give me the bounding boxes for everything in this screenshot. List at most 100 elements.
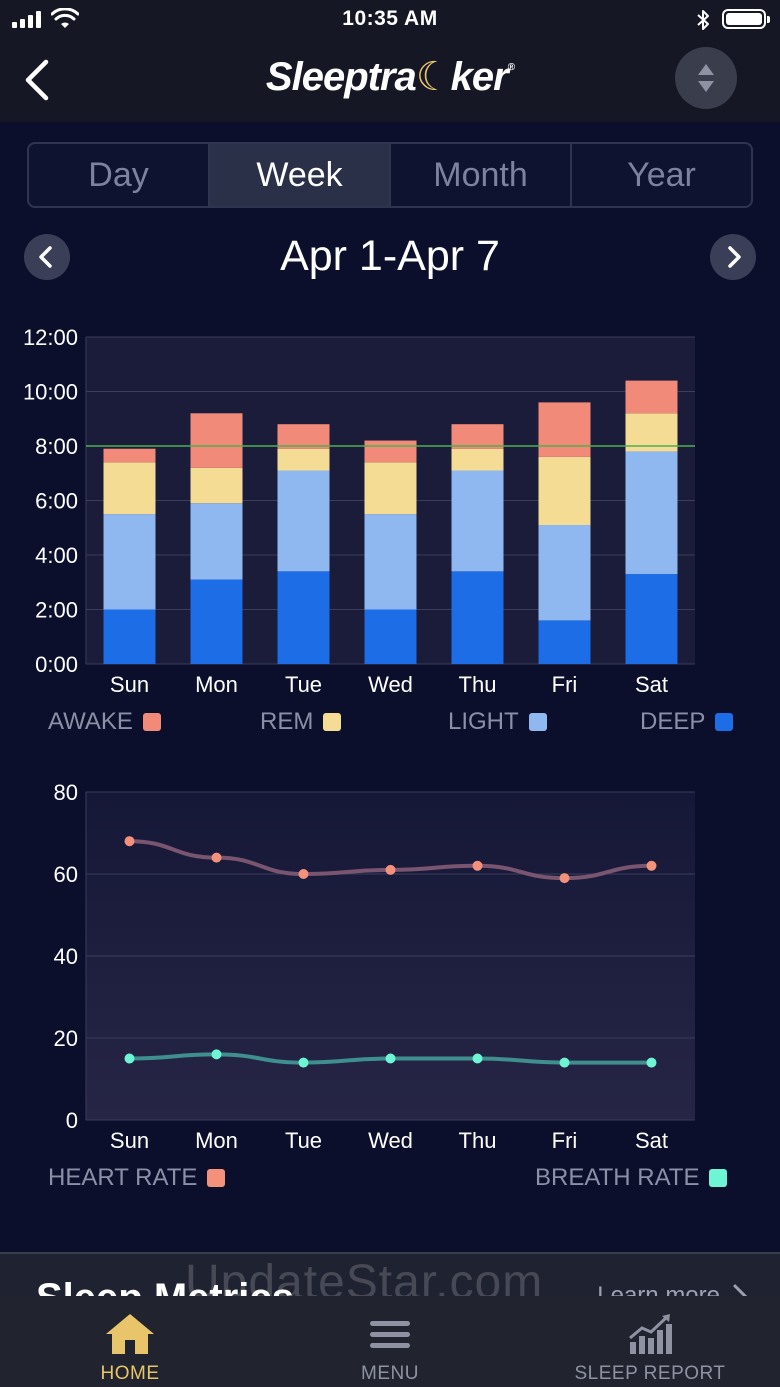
x-tick-label: Sat [635,672,668,697]
chevron-left-icon [25,59,49,101]
status-bar: 10:35 AM [0,0,780,40]
x-tick-label: Mon [195,1128,238,1153]
bar-rem [190,467,243,504]
bluetooth-icon [697,10,709,30]
bar-light [451,470,504,572]
bar-deep [625,574,678,664]
x-tick-label: Sat [635,1128,668,1153]
legend-heart-rate: HEART RATE [48,1164,226,1192]
breath-rate-point [298,1057,309,1068]
breath-rate-point [646,1057,657,1068]
home-icon [106,1314,154,1354]
y-tick-label: 12:00 [23,325,78,350]
legend-breath-rate: BREATH RATE [535,1164,728,1192]
tab-menu[interactable]: MENU [290,1296,490,1387]
heart-rate-point [211,852,222,863]
chevron-left-icon [39,246,52,268]
y-tick-label: 60 [54,862,78,887]
x-tick-label: Wed [368,672,413,697]
heart-rate-point [646,860,657,871]
bar-awake [451,424,504,449]
y-tick-label: 2:00 [35,598,78,623]
status-time: 10:35 AM [342,7,438,30]
bar-awake [190,413,243,468]
sleep-stages-chart: 0:00 2:00 4:00 6:00 8:00 10:00 12:00 Sun Mon Tue W… [23,325,695,697]
bar-awake [538,402,591,457]
heart-breath-rate-chart: 0 20 40 60 80 Sun Mon Tue Wed Thu Fri Sat [54,780,695,1153]
bar-deep [103,609,156,664]
x-tick-label: Mon [195,672,238,697]
tab-day[interactable]: Day [29,144,210,206]
bar-awake [364,440,417,463]
y-tick-label: 10:00 [23,380,78,405]
app-logo: Sleeptra☾ker® [265,55,515,99]
x-tick-label: Fri [552,672,578,697]
bar-rem [364,462,417,515]
bar-deep [277,571,330,664]
bar-light [103,514,156,610]
tab-month[interactable]: Month [391,144,572,206]
heart-rate-point [559,873,570,884]
breath-rate-point [559,1057,570,1068]
breath-rate-point [385,1053,396,1064]
sort-toggle-button[interactable] [675,47,737,109]
y-tick-label: 0:00 [35,652,78,677]
chevron-right-icon [728,246,741,268]
legend-deep: DEEP [640,708,734,736]
bar-light [364,514,417,610]
x-tick-label: Tue [285,672,322,697]
bar-deep [190,579,243,664]
y-tick-label: 8:00 [35,434,78,459]
tab-home[interactable]: HOME [30,1296,230,1387]
x-tick-label: Wed [368,1128,413,1153]
navigation-bar: Sleeptra☾ker® [0,40,780,122]
x-tick-label: Thu [459,672,497,697]
bar-light [277,470,330,572]
bar-deep [451,571,504,664]
y-tick-label: 6:00 [35,489,78,514]
cellular-signal-icon [12,11,42,28]
bar-rem [103,462,156,515]
date-range-title: Apr 1-Apr 7 [280,232,500,280]
chart-icon [629,1314,672,1354]
y-tick-label: 80 [54,780,78,805]
bar-awake [625,380,678,414]
breath-rate-point [124,1053,135,1064]
x-tick-label: Fri [552,1128,578,1153]
next-week-button[interactable] [710,234,756,280]
x-tick-label: Tue [285,1128,322,1153]
previous-week-button[interactable] [24,234,70,280]
bar-rem [625,413,678,452]
battery-icon [722,9,770,29]
y-tick-label: 0 [66,1108,78,1133]
breath-rate-point [211,1049,222,1060]
x-tick-label: Sun [110,1128,149,1153]
bar-rem [451,448,504,471]
y-tick-label: 20 [54,1026,78,1051]
bar-awake [277,424,330,449]
x-tick-label: Sun [110,672,149,697]
period-segmented-control: Day Week Month Year [27,142,753,208]
tab-week[interactable]: Week [210,144,391,206]
bar-deep [538,620,591,664]
bar-rem [538,456,591,526]
bar-light [190,503,243,580]
back-button[interactable] [18,58,58,102]
heart-rate-point [124,836,135,847]
heart-rate-point [472,860,483,871]
breath-rate-point [472,1053,483,1064]
bar-deep [364,609,417,664]
menu-icon [370,1321,410,1348]
wifi-icon [51,8,79,28]
bar-light [538,525,591,621]
bar-awake [103,448,156,463]
bottom-tab-bar: HOME MENU SLEEP REPORT [0,1296,780,1387]
legend-awake: AWAKE [48,708,161,736]
bar-light [625,451,678,575]
legend-rem: REM [260,708,342,736]
legend-light: LIGHT [448,708,547,736]
tab-year[interactable]: Year [627,155,696,194]
tab-sleep-report[interactable]: SLEEP REPORT [550,1296,750,1387]
x-tick-label: Thu [459,1128,497,1153]
y-tick-label: 40 [54,944,78,969]
